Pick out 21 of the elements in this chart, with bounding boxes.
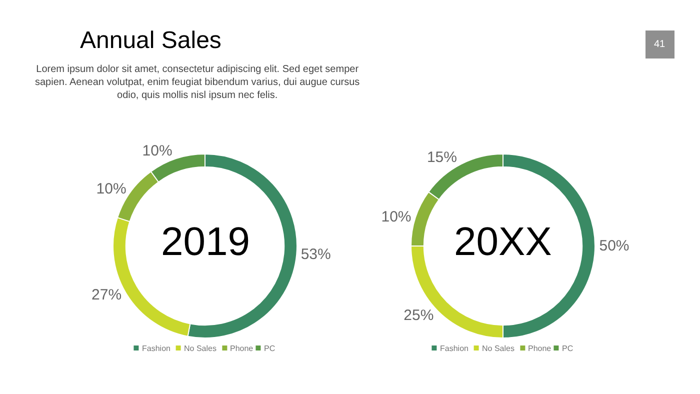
chart-title: Annual Sales — [80, 27, 222, 54]
text: 20XX — [454, 220, 552, 264]
text: 2019 — [161, 220, 250, 264]
chart-subtitle: Lorem ipsum dolor sit amet, consectetur adipiscing elit. Sed eget semper sapien. Aenean volutpat, enim feugiat bibendum varius, dui augue cursus odio, quis mollis nisl ipsum nec felis. — [35, 64, 360, 101]
legend-label: PC — [264, 344, 276, 353]
data-label: 50% — [599, 238, 630, 254]
legend-label: Fashion — [142, 344, 170, 353]
legend-label: Phone — [528, 344, 552, 353]
data-label: 10% — [381, 208, 412, 226]
legend-label: Phone — [230, 344, 254, 353]
legend-label: PC — [562, 344, 574, 353]
text: 41 — [654, 39, 666, 50]
legend-label: No Sales — [482, 344, 514, 353]
data-label: 15% — [426, 148, 457, 166]
data-label: 53% — [300, 246, 331, 264]
data-label: 27% — [92, 286, 122, 304]
legend-label: Fashion — [440, 344, 468, 353]
data-label: 10% — [96, 180, 126, 198]
legend-label: No Sales — [184, 344, 216, 353]
data-label: 10% — [142, 142, 172, 160]
data-label: 25% — [404, 306, 434, 324]
